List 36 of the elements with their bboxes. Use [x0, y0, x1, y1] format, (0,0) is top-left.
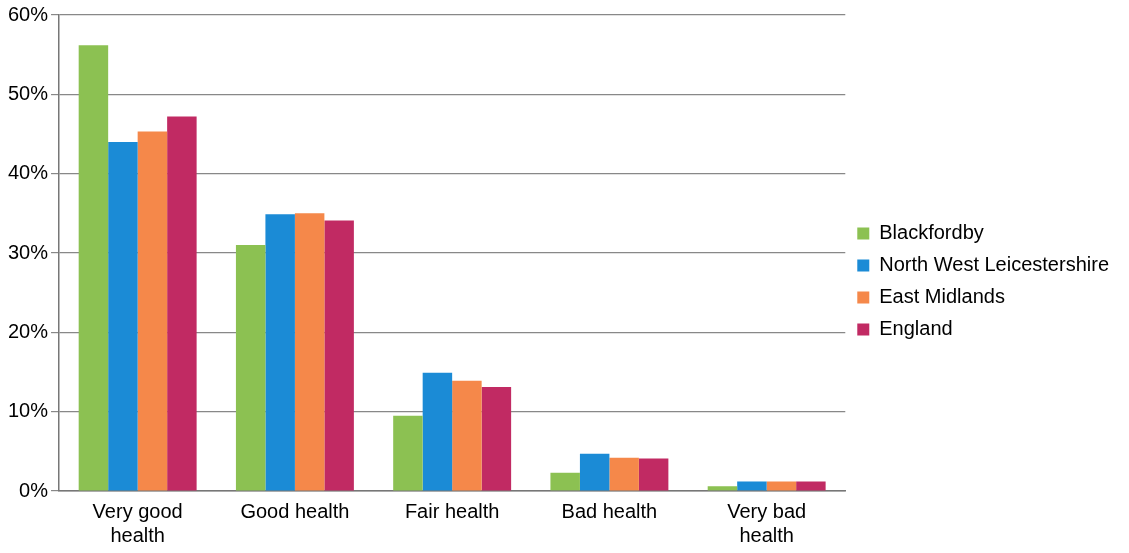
bar	[108, 141, 138, 491]
y-tick-label: 40%	[8, 161, 49, 184]
bar	[707, 486, 738, 491]
y-tick-label: 30%	[8, 240, 49, 263]
bar	[265, 214, 295, 491]
x-tick-label: Very bad health	[727, 499, 807, 546]
bar	[481, 387, 512, 491]
bar	[393, 415, 423, 491]
bar	[452, 380, 482, 491]
bar	[78, 45, 109, 491]
bar	[422, 372, 453, 491]
bar	[766, 481, 797, 491]
legend-label: East Midlands	[879, 285, 1005, 308]
x-tick-label: Fair health	[404, 499, 500, 522]
y-tick-label: 50%	[8, 81, 49, 104]
bar	[609, 457, 639, 491]
bar	[137, 131, 168, 491]
y-tick-label: 60%	[8, 2, 49, 25]
bar	[638, 458, 669, 491]
bar	[324, 220, 354, 491]
bar	[235, 245, 266, 491]
bar	[167, 116, 197, 491]
bar	[737, 481, 767, 491]
bar	[550, 472, 580, 491]
y-tick-label: 0%	[19, 478, 49, 501]
x-tick-label: Good health	[240, 499, 350, 522]
bar	[579, 453, 610, 491]
legend-label: Blackfordby	[879, 221, 984, 244]
legend-label: North West Leicestershire	[879, 253, 1109, 276]
x-tick-label: Very good health	[92, 499, 183, 546]
bar	[294, 213, 325, 491]
y-tick-label: 20%	[8, 319, 49, 342]
x-tick-label: Bad health	[561, 499, 658, 522]
legend-label: England	[879, 317, 953, 340]
y-tick-label: 10%	[8, 399, 49, 422]
bar	[796, 481, 826, 491]
